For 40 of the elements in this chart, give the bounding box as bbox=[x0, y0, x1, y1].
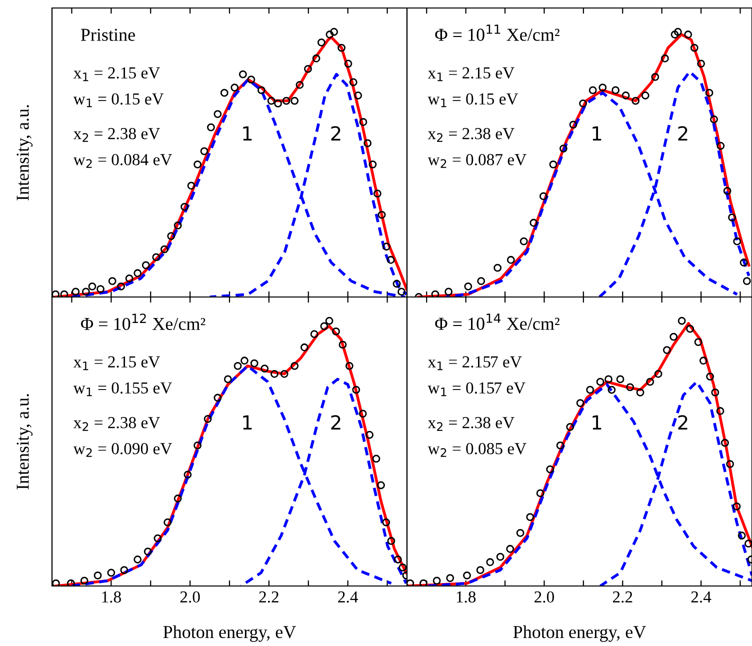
x-tick-label: 2.2 bbox=[612, 591, 632, 603]
x-tick-label: 2.0 bbox=[180, 591, 200, 603]
annotation: w$_{2}$ = 0.084 eV bbox=[73, 154, 172, 168]
annotation: 2 bbox=[678, 415, 688, 430]
y-axis-title: Intensity, a.u. bbox=[16, 105, 33, 200]
annotation: x$_{1}$ = 2.15 eV bbox=[73, 67, 160, 82]
chart-title: Φ = 10$^{14}$ Xe/cm² bbox=[435, 314, 560, 330]
annotation: x$_{2}$ = 2.38 eV bbox=[428, 128, 514, 142]
y-axis-title: Intensity, a.u. bbox=[16, 394, 33, 490]
annotation: 1 bbox=[592, 126, 602, 141]
chart-title: Pristine bbox=[80, 28, 135, 41]
annotation: 1 bbox=[243, 415, 252, 430]
x-tick-label: 2.4 bbox=[691, 591, 712, 603]
annotation: 2 bbox=[331, 415, 340, 430]
annotation: w$_{2}$ = 0.090 eV bbox=[73, 443, 172, 457]
chart-title: Φ = 10$^{12}$ Xe/cm² bbox=[80, 314, 206, 330]
annotation: x$_{1}$ = 2.157 eV bbox=[428, 356, 522, 370]
annotation: x$_{2}$ = 2.38 eV bbox=[73, 417, 160, 431]
x-tick-label: 2.4 bbox=[338, 591, 358, 603]
annotation: x$_{2}$ = 2.38 eV bbox=[73, 128, 160, 142]
annotation: w$_{2}$ = 0.087 eV bbox=[428, 154, 526, 168]
annotation: w$_{1}$ = 0.157 eV bbox=[428, 382, 526, 396]
annotation: 1 bbox=[592, 415, 602, 430]
annotation: x$_{1}$ = 2.15 eV bbox=[73, 356, 160, 370]
annotation: w$_{1}$ = 0.155 eV bbox=[73, 382, 172, 396]
x-tick-label: 2.2 bbox=[259, 591, 278, 603]
x-axis-title: Photon energy, eV bbox=[163, 625, 296, 642]
x-tick-label: 2.0 bbox=[534, 591, 554, 603]
x-axis-title: Photon energy, eV bbox=[513, 625, 646, 642]
annotation: w$_{1}$ = 0.15 eV bbox=[73, 93, 164, 108]
chart-title: Φ = 10$^{11}$ Xe/cm² bbox=[435, 24, 560, 41]
x-tick-label: 1.8 bbox=[102, 591, 121, 603]
annotation: w$_{1}$ = 0.15 eV bbox=[428, 93, 518, 108]
annotation: 2 bbox=[678, 126, 688, 141]
annotation: 2 bbox=[331, 126, 340, 141]
annotation: x$_{1}$ = 2.15 eV bbox=[428, 67, 514, 82]
annotation: x$_{2}$ = 2.38 eV bbox=[428, 417, 514, 431]
annotation: 1 bbox=[243, 126, 252, 141]
x-tick-label: 1.8 bbox=[456, 591, 476, 603]
annotation: w$_{2}$ = 0.085 eV bbox=[428, 443, 526, 457]
